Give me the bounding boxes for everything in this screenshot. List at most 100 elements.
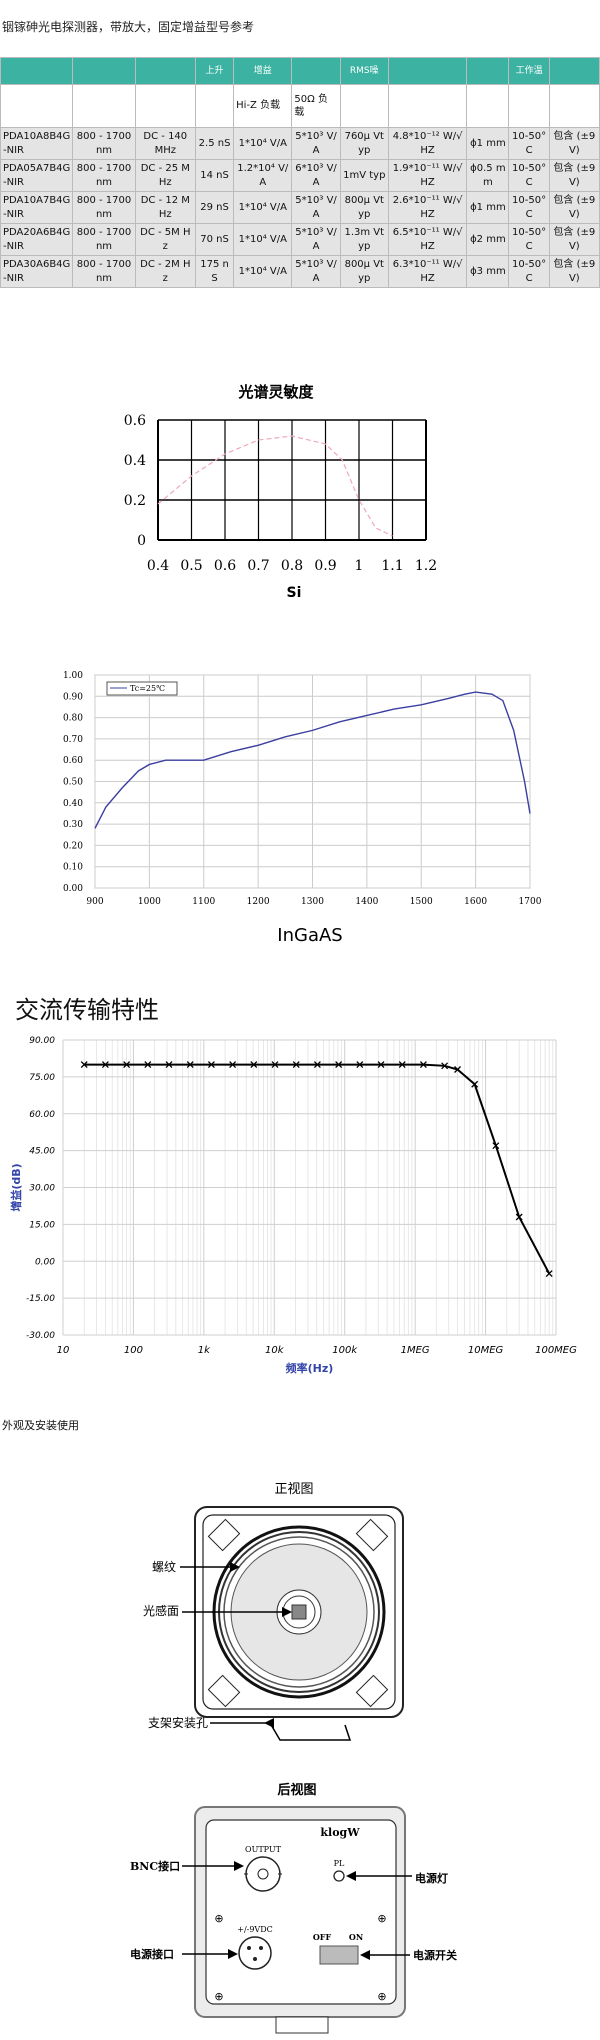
y-tick-label: -15.00 <box>26 1294 55 1304</box>
table-cell <box>134 57 196 85</box>
x-tick-label: 1.2 <box>415 558 437 574</box>
table-cell: ϕ2 mm <box>466 223 510 256</box>
svg-text:⊕: ⊕ <box>214 1990 223 2003</box>
x-axis-label: 频率(Hz) <box>286 1361 334 1375</box>
data-point <box>229 1061 237 1069</box>
table-cell: 包含 (±9 V) <box>548 127 600 160</box>
table-cell: 14 nS <box>194 159 235 192</box>
table-row: PDA10A7B4G-NIR 800 - 1700 nm DC - 12 MHz 29… <box>0 191 600 224</box>
table-cell: PDA20A6B4G-NIR <box>0 223 74 256</box>
data-point <box>250 1061 258 1069</box>
mount-tabs <box>207 1518 389 1708</box>
sensor-area <box>291 1604 307 1620</box>
rear-view-title: 后视图 <box>277 1782 316 1798</box>
y-tick-label: 0.00 <box>63 884 83 894</box>
table-cell: 760μ Vtyp <box>339 127 389 160</box>
data-point <box>313 1061 321 1069</box>
table-cell: 5*10³ V/A <box>291 223 341 256</box>
table-cell: 1*10⁴ V/A <box>233 223 293 256</box>
x-tick-label: 10k <box>265 1345 285 1356</box>
y-tick-label: 60.00 <box>29 1110 55 1120</box>
table-cell: 6*10³ V/A <box>291 159 341 192</box>
x-tick-label: 100 <box>124 1345 143 1356</box>
y-tick-label: 0.10 <box>63 863 83 873</box>
table-cell: 800 - 1700 nm <box>72 159 136 192</box>
table-row: PDA10A8B4G-NIR 800 - 1700 nm DC - 140 MHz 2… <box>0 127 600 160</box>
table-cell: DC - 12 MHz <box>134 191 196 224</box>
x-tick-label: 1600 <box>464 897 487 907</box>
ac-transfer-chart: 10 100 1k 10k 100k 1MEG 10MEG 100MEG 90.00 75.00 6… <box>9 1036 577 1375</box>
y-tick-label: 45.00 <box>29 1147 55 1157</box>
svg-text:klogW: klogW <box>320 1826 360 1839</box>
x-tick-label: 0.6 <box>214 558 236 574</box>
front-view-title: 正视图 <box>274 1482 313 1497</box>
x-tick-label: 1MEG <box>401 1345 430 1356</box>
y-tick-label: 15.00 <box>29 1220 55 1230</box>
si-sensitivity-chart: 光谱灵敏度 0 0.2 0.4 0.6 0.4 0.5 0.6 0.7 0.8 0.9 1 1.1 1.2… <box>124 383 437 601</box>
x-tick-label: 1k <box>198 1345 211 1356</box>
table-cell <box>0 84 74 128</box>
table-cell: 800μ Vtyp <box>339 255 389 288</box>
table-cell: ϕ1 mm <box>466 127 510 160</box>
data-point <box>515 1213 523 1221</box>
data-point <box>492 1142 500 1150</box>
x-tick-label: 100k <box>332 1345 358 1356</box>
table-cell: 800 - 1700 nm <box>72 191 136 224</box>
table-cell: 5*10³ V/A <box>291 127 341 160</box>
table-cell: 6.5*10⁻¹¹ W/√HZ <box>387 223 468 256</box>
x-tick-label: 0.9 <box>314 558 336 574</box>
y-tick-label: 0.30 <box>63 820 83 830</box>
rear-panel-inner <box>205 1819 397 2005</box>
table-cell: 工作温 <box>508 57 550 85</box>
data-point <box>101 1061 109 1069</box>
table-cell: 4.8*10⁻¹² W/√HZ <box>387 127 468 160</box>
table-cell: 29 nS <box>194 191 235 224</box>
x-tick-label: 100MEG <box>535 1345 577 1356</box>
table-cell: 10-50°C <box>508 191 550 224</box>
table-subheader-row: Hi-Z 负载 50Ω 负载 <box>0 84 600 128</box>
svg-text:光感面: 光感面 <box>143 1603 179 1618</box>
table-cell: 70 nS <box>194 223 235 256</box>
y-tick-label: 0.60 <box>63 756 83 766</box>
table-cell: 2.5 nS <box>194 127 235 160</box>
y-tick-label: 0.50 <box>63 778 83 788</box>
data-point <box>377 1061 385 1069</box>
series-line <box>157 435 393 537</box>
table-cell <box>548 57 600 85</box>
y-tick-label: 0.20 <box>63 841 83 851</box>
data-point <box>271 1061 279 1069</box>
table-cell: 800 - 1700 nm <box>72 127 136 160</box>
table-cell: Hi-Z 负载 <box>233 84 293 128</box>
table-cell: 1.9*10⁻¹¹ W/√HZ <box>387 159 468 192</box>
data-point <box>356 1061 364 1069</box>
table-cell <box>134 84 196 128</box>
y-tick-label: 0 <box>137 533 146 549</box>
data-point <box>186 1061 194 1069</box>
data-point <box>441 1062 449 1070</box>
data-point <box>454 1066 462 1073</box>
table-row: PDA30A6B4G-NIR 800 - 1700 nm DC - 2M Hz 175… <box>0 255 600 288</box>
table-cell: PDA10A7B4G-NIR <box>0 191 74 224</box>
table-cell <box>0 57 74 85</box>
table-cell <box>194 84 235 128</box>
table-cell: PDA05A7B4G-NIR <box>0 159 74 192</box>
table-cell: DC - 140 MHz <box>134 127 196 160</box>
table-cell <box>387 84 468 128</box>
x-axis-label: Si <box>287 585 302 601</box>
table-cell: 10-50°C <box>508 159 550 192</box>
x-tick-label: 10 <box>57 1345 70 1356</box>
table-cell: 包含 (±9 V) <box>548 159 600 192</box>
x-tick-label: 1000 <box>138 897 161 907</box>
x-tick-label: 1400 <box>355 897 378 907</box>
svg-text:OFF: OFF <box>313 1932 332 1942</box>
table-cell: 1.3m Vtyp <box>339 223 389 256</box>
svg-text:支架安装孔: 支架安装孔 <box>148 1715 208 1730</box>
y-tick-label: 1.00 <box>63 671 83 681</box>
table-cell <box>72 84 136 128</box>
table-cell: 175 nS <box>194 255 235 288</box>
table-cell <box>387 57 468 85</box>
ac-transfer-heading: 交流传输特性 <box>15 996 159 1024</box>
svg-text:电源开关: 电源开关 <box>413 1948 457 1962</box>
table-cell <box>466 57 510 85</box>
y-tick-label: 75.00 <box>29 1073 55 1083</box>
